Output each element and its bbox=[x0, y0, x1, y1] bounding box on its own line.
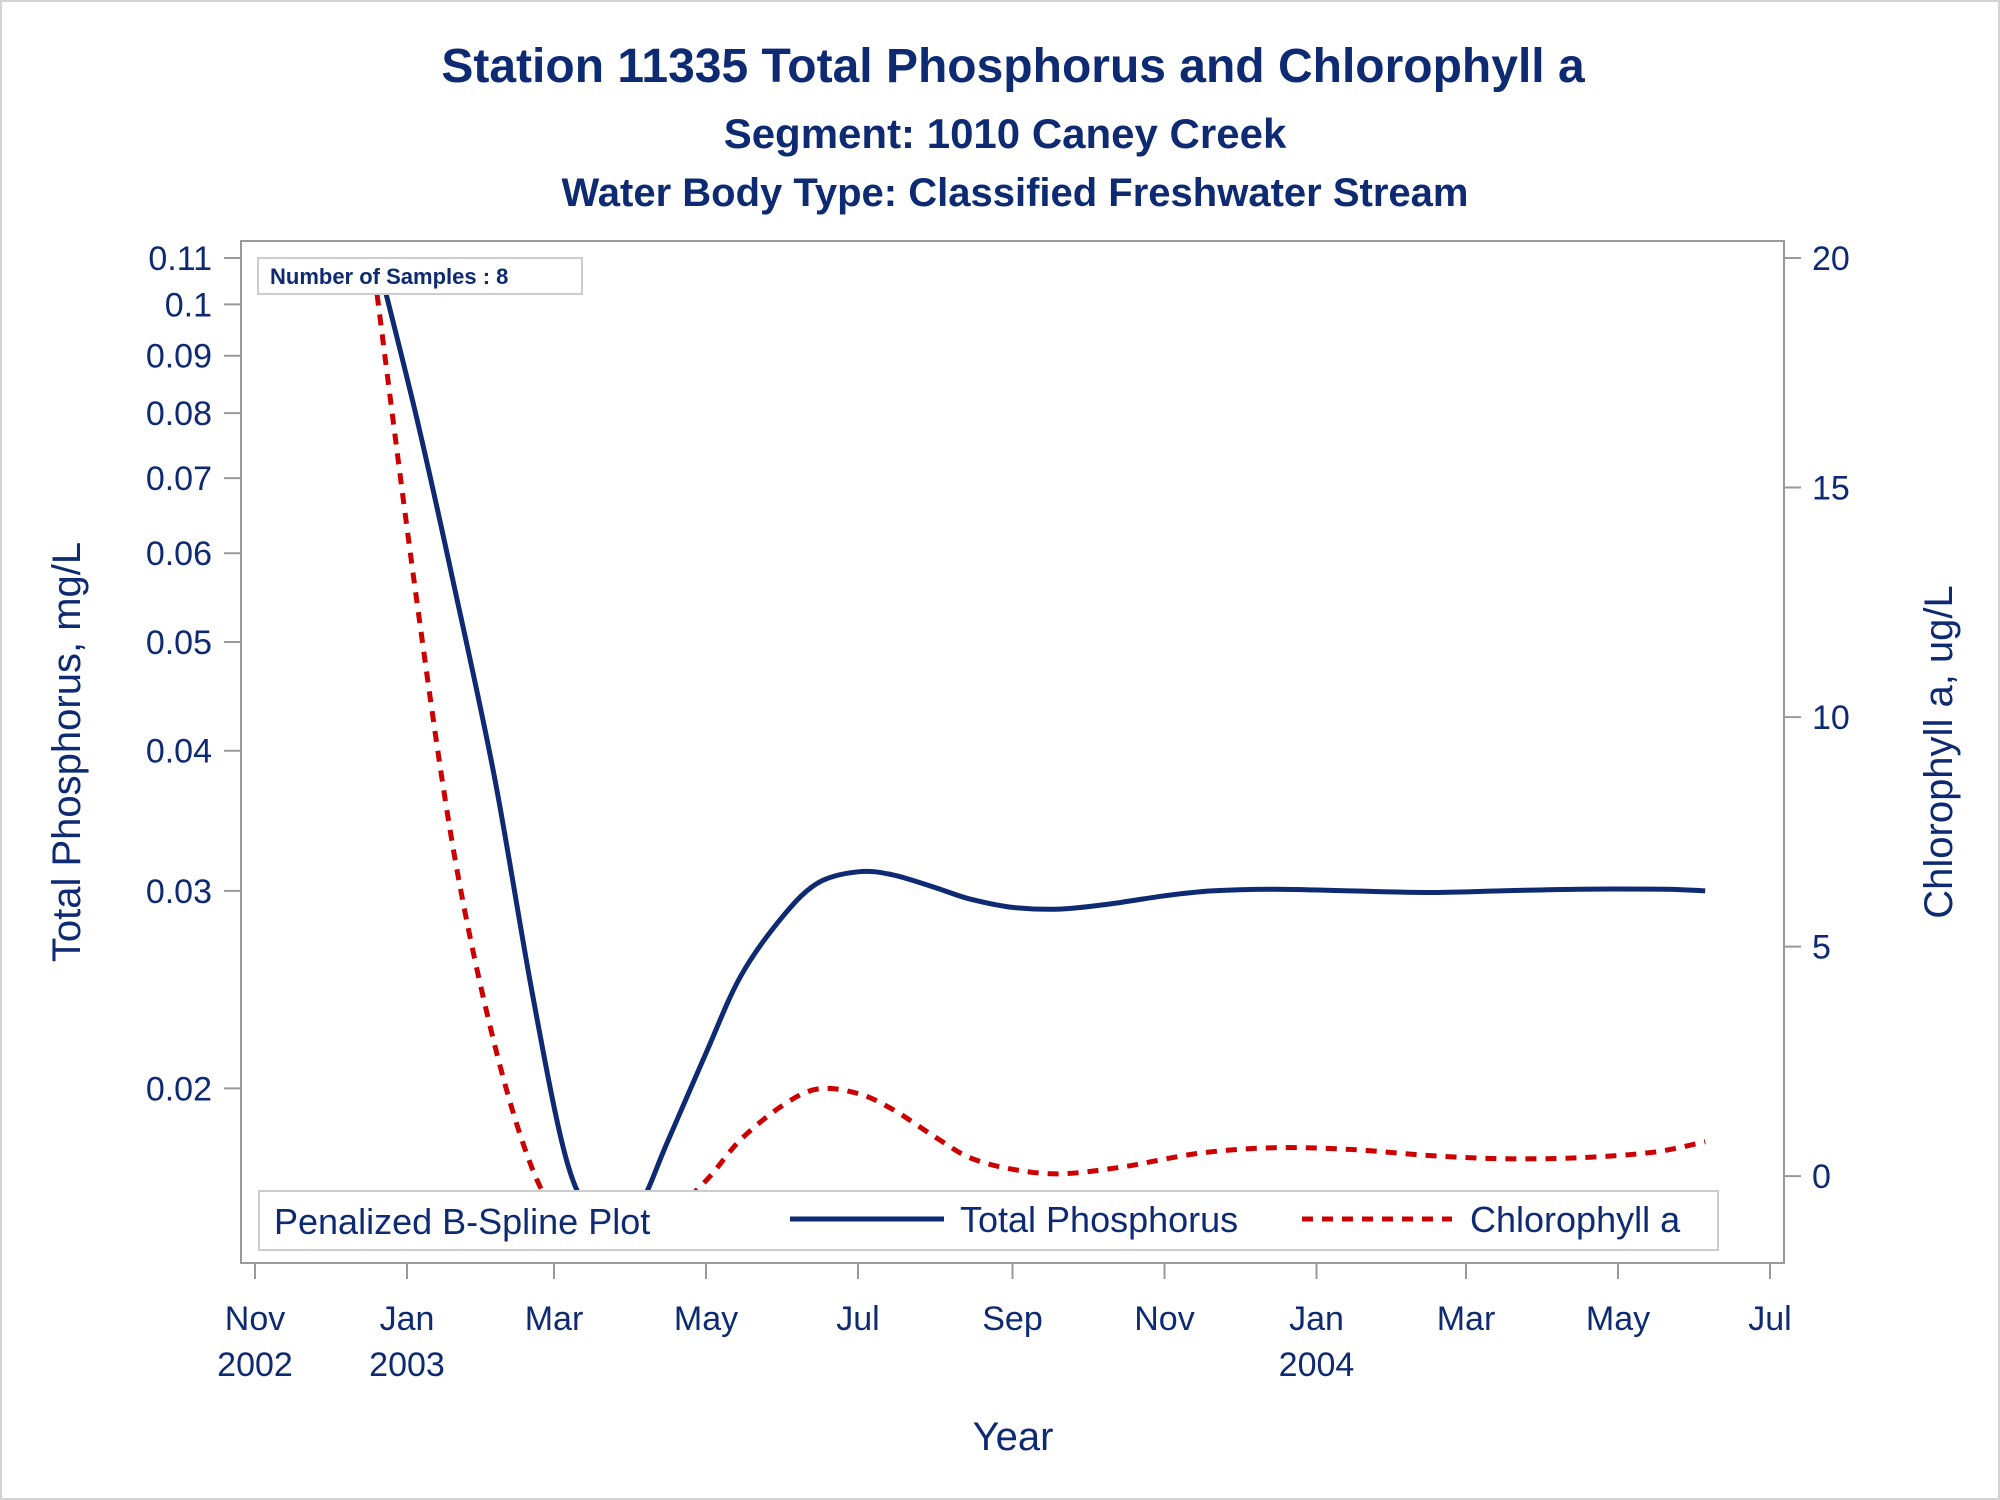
chart-title: Station 11335 Total Phosphorus and Chlor… bbox=[441, 40, 1585, 93]
right-y-tick-label: 10 bbox=[1812, 699, 1850, 737]
left-y-tick-label: 0.1 bbox=[165, 286, 212, 324]
x-axis: Nov 2002 Jan 2003 Mar May Jul Sep Nov Jan 2004 Mar M… bbox=[217, 1262, 1792, 1384]
legend-box bbox=[258, 1190, 1719, 1251]
legend-label-chlorophyll-a: Chlorophyll a bbox=[1470, 1199, 1681, 1240]
left-y-tick-label: 0.03 bbox=[146, 873, 212, 911]
x-tick-label: Nov bbox=[1134, 1300, 1194, 1338]
series-line-chlorophyll-a bbox=[374, 294, 1706, 1249]
x-tick-label: May bbox=[674, 1300, 738, 1338]
legend-title: Penalized B-Spline Plot bbox=[274, 1201, 650, 1242]
right-y-tick-label: 15 bbox=[1812, 470, 1850, 508]
series-layer bbox=[374, 257, 1706, 1249]
left-y-tick-label: 0.07 bbox=[146, 460, 212, 498]
sample-count-inset: Number of Samples : 8 bbox=[257, 257, 583, 295]
legend-label-total-phosphorus: Total Phosphorus bbox=[960, 1199, 1238, 1240]
left-y-tick-label: 0.05 bbox=[146, 624, 212, 662]
plot-area-border bbox=[240, 240, 1785, 1264]
x-tick-label: Mar bbox=[1437, 1300, 1496, 1338]
x-tick-year-label: 2003 bbox=[369, 1346, 445, 1384]
x-tick-label: May bbox=[1586, 1300, 1650, 1338]
left-y-tick-label: 0.08 bbox=[146, 395, 212, 433]
x-tick-year-label: 2004 bbox=[1279, 1346, 1355, 1384]
x-tick-label: Jan bbox=[380, 1300, 435, 1338]
right-y-tick-label: 0 bbox=[1812, 1158, 1831, 1196]
left-y-axis: 0.02 0.03 0.04 0.05 0.06 0.07 0.08 0.09 0.1 0.11 bbox=[146, 240, 241, 1108]
right-y-tick-label: 20 bbox=[1812, 240, 1850, 278]
x-tick-label: Jul bbox=[1748, 1300, 1791, 1338]
sample-count-box bbox=[257, 257, 583, 295]
chart-subtitle: Segment: 1010 Caney Creek bbox=[724, 110, 1287, 157]
right-y-axis: 0 5 10 15 20 bbox=[1784, 240, 1850, 1196]
series-line-total-phosphorus bbox=[374, 257, 1706, 1238]
x-tick-label: Mar bbox=[525, 1300, 584, 1338]
sample-count-label: Number of Samples : 8 bbox=[270, 264, 508, 289]
x-tick-label: Jan bbox=[1289, 1300, 1344, 1338]
chart-subtitle-2: Water Body Type: Classified Freshwater S… bbox=[562, 171, 1469, 215]
right-y-axis-label: Chlorophyll a, ug/L bbox=[1917, 585, 1961, 919]
x-axis-label: Year bbox=[973, 1415, 1054, 1459]
left-y-tick-label: 0.06 bbox=[146, 535, 212, 573]
left-y-tick-label: 0.02 bbox=[146, 1070, 212, 1108]
left-y-axis-label: Total Phosphorus, mg/L bbox=[45, 542, 89, 962]
legend: Penalized B-Spline Plot Total Phosphorus… bbox=[258, 1190, 1719, 1251]
x-tick-label: Nov bbox=[225, 1300, 285, 1338]
left-y-tick-label: 0.04 bbox=[146, 733, 212, 771]
left-y-tick-label: 0.11 bbox=[148, 240, 212, 278]
x-tick-label: Sep bbox=[982, 1300, 1043, 1338]
right-y-tick-label: 5 bbox=[1812, 929, 1831, 967]
x-tick-year-label: 2002 bbox=[217, 1346, 293, 1384]
x-tick-label: Jul bbox=[836, 1300, 879, 1338]
left-y-tick-label: 0.09 bbox=[146, 338, 212, 376]
